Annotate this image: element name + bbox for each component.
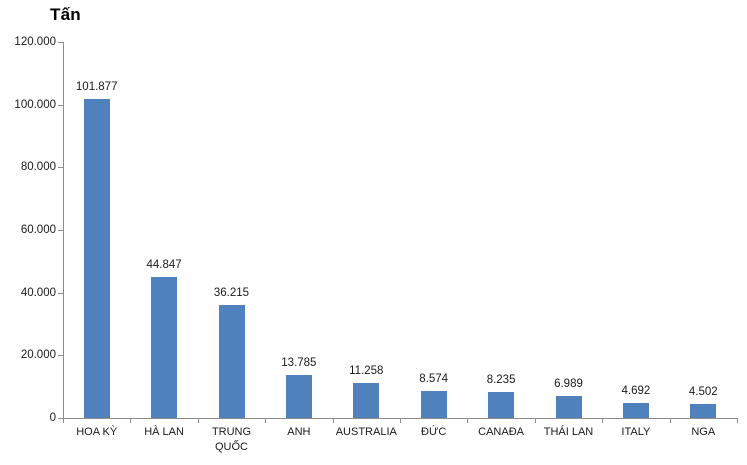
x-tick-label: ANH [287,426,311,438]
y-tick-label: 120.000 [14,36,56,48]
bar-value-label: 44.847 [146,259,182,272]
y-tick-mark [58,167,63,169]
bar-value-label: 8.574 [419,373,449,386]
bar-value-label: 101.877 [75,80,118,93]
x-tick-label: HOA KỲ [76,426,118,438]
bar [690,403,717,418]
chart-title: Tấn [50,5,81,24]
x-tick-mark [197,419,199,423]
x-tick-mark [332,419,334,423]
bar-value-label: 13.785 [281,356,317,369]
bar-value-label: 4.502 [688,385,718,398]
bar-value-label: 8.235 [486,374,516,387]
y-tick-label: 20.000 [20,349,56,362]
bar [151,277,178,418]
bar [218,304,245,418]
y-tick-label: 60.000 [20,224,56,236]
bar [83,98,110,418]
x-tick-label: AUSTRALIA [335,426,397,438]
y-tick-label: 0 [49,412,56,424]
x-tick-mark [534,419,536,423]
bar [555,396,582,418]
x-tick-label: NGA [691,426,716,438]
x-tick-mark [602,419,604,423]
plot-area [63,42,738,419]
bar [622,403,649,418]
bar-value-label: 4.692 [621,385,651,398]
y-tick-label: 100.000 [14,98,56,111]
x-tick-label: HÀ LAN [144,426,184,438]
x-tick-label: THÁI LAN [543,426,594,438]
x-tick-mark [669,419,671,423]
y-tick-mark [58,42,63,43]
y-tick-mark [58,355,63,357]
bar [488,392,515,418]
x-tick-mark [63,419,64,423]
y-tick-label: 80.000 [20,161,56,174]
x-tick-label: TRUNG QUỐC [211,426,252,453]
y-tick-label: 40.000 [20,286,56,299]
bar-value-label: 6.989 [554,378,583,391]
y-tick-mark [58,418,63,419]
y-tick-mark [58,104,63,106]
x-tick-mark [400,419,401,423]
bar [353,382,380,418]
bar-value-label: 36.215 [213,286,250,299]
x-tick-mark [130,419,132,423]
bar [285,374,312,418]
bar-value-label: 11.258 [349,364,384,377]
x-tick-mark [467,419,469,423]
y-tick-mark [58,230,63,231]
y-tick-mark [58,292,63,294]
x-tick-label: ITALY [621,426,651,438]
bar [420,391,447,418]
x-tick-label: ĐỨC [421,426,447,438]
x-tick-mark [265,419,267,423]
x-tick-label: CANAĐA [478,426,524,438]
x-tick-mark [737,419,738,423]
